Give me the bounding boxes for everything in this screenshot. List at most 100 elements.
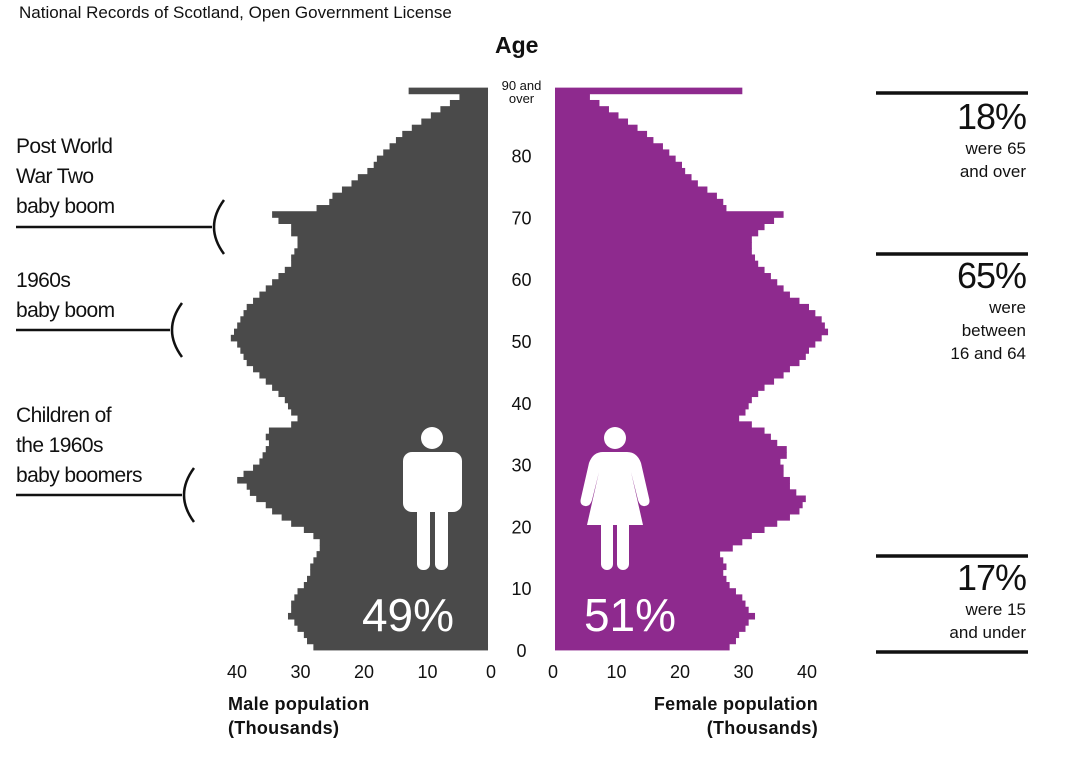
stat-rules [876, 91, 1028, 654]
female-bar [555, 582, 730, 589]
male-bar [272, 211, 488, 218]
female-bar [555, 483, 790, 490]
male-bar [373, 161, 488, 169]
female-bar [555, 365, 790, 373]
female-bar [555, 248, 752, 255]
female-bar [555, 390, 759, 398]
female-bar [555, 310, 816, 317]
stat-16-to-64: 65% were between 16 and 64 [950, 255, 1027, 365]
male-bar [259, 371, 488, 379]
female-bar [555, 470, 784, 478]
male-bar [253, 464, 488, 472]
female-bar [555, 347, 809, 354]
annotation-line: Children of [16, 404, 112, 427]
stat-percent: 65% [956, 255, 1027, 296]
female-bar [555, 167, 686, 175]
male-bar [253, 365, 488, 373]
female-x-tick-label: 20 [670, 662, 690, 682]
male-bar [291, 408, 488, 416]
female-bar [555, 495, 806, 503]
female-x-tick-label: 0 [548, 662, 558, 682]
female-bar [555, 93, 590, 101]
male-bar [265, 446, 488, 453]
female-bar [555, 421, 752, 428]
male-bar [278, 390, 488, 398]
female-bar [555, 137, 654, 144]
female-bar [555, 99, 600, 107]
stat-percent: 18% [956, 96, 1027, 137]
female-bar [555, 353, 806, 360]
chart-title: Age [495, 32, 539, 58]
female-bar [555, 130, 648, 138]
male-bar [287, 612, 488, 620]
female-axis-title: Female population (Thousands) [654, 692, 818, 740]
female-bar [555, 371, 784, 379]
female-bar [555, 198, 724, 206]
female-bar [555, 87, 743, 95]
male-bar [265, 433, 488, 441]
bracket [182, 467, 196, 523]
annotation-children-of-boomers: Children of the 1960s baby boomers [16, 401, 142, 491]
male-bar [294, 619, 488, 626]
female-x-tick-label: 30 [733, 662, 753, 682]
annotation-line: baby boomers [16, 464, 142, 487]
male-bar [240, 316, 488, 323]
female-bar [555, 297, 800, 305]
male-bar [307, 575, 488, 583]
male-bar [278, 217, 488, 224]
male-bar [281, 514, 489, 521]
stat-desc-line: were 15 [965, 600, 1026, 619]
stat-desc-line: were 65 [965, 139, 1026, 158]
age-tick-label: 80 [511, 147, 531, 167]
female-bar [555, 551, 721, 558]
female-bar [555, 106, 609, 113]
annotation-1960s-baby-boom: 1960s baby boom [16, 266, 115, 326]
male-bar [303, 526, 488, 533]
female-bar [555, 588, 736, 595]
male-bar [272, 384, 488, 391]
male-bar [246, 483, 488, 490]
male-x-tick-label: 30 [290, 662, 310, 682]
female-bar [555, 242, 752, 249]
male-bar [449, 99, 488, 107]
female-bar [555, 322, 825, 330]
female-bar [555, 273, 771, 280]
age-tick-label: 70 [511, 208, 531, 228]
annotation-line: War Two [16, 165, 94, 188]
age-tick-label: 10 [511, 579, 531, 599]
female-bar [555, 643, 730, 651]
male-bar [341, 186, 488, 194]
female-bar [555, 433, 771, 441]
male-person-icon [403, 427, 462, 570]
male-bar [313, 532, 489, 540]
female-x-tick-label: 10 [606, 662, 626, 682]
female-bar [555, 464, 784, 472]
male-bar [272, 507, 488, 515]
stat-desc-line: 16 and 64 [950, 344, 1026, 363]
male-axis-title: Male population (Thousands) [228, 692, 370, 740]
annotation-line: the 1960s [16, 434, 103, 457]
female-bar [555, 186, 708, 194]
female-bar [555, 612, 756, 620]
male-bar [411, 124, 488, 132]
male-bar [294, 248, 488, 255]
male-bar [265, 285, 488, 292]
male-bar [291, 606, 488, 614]
female-bar [555, 476, 790, 484]
male-bar [316, 551, 488, 558]
annotation-line: 1960s [16, 269, 71, 292]
male-x-tick-label: 0 [486, 662, 496, 682]
female-bar [555, 205, 727, 212]
female-bar [555, 285, 784, 292]
male-bar [256, 495, 488, 503]
male-bar [376, 155, 489, 163]
male-bar [243, 353, 488, 360]
axis-title-line: Female population [653, 694, 818, 714]
female-bar [555, 606, 749, 614]
female-bar [555, 408, 746, 416]
male-bar [421, 118, 488, 126]
female-bar [555, 637, 736, 645]
female-bar [555, 266, 765, 274]
male-bar [307, 637, 488, 645]
female-bar [555, 211, 784, 218]
